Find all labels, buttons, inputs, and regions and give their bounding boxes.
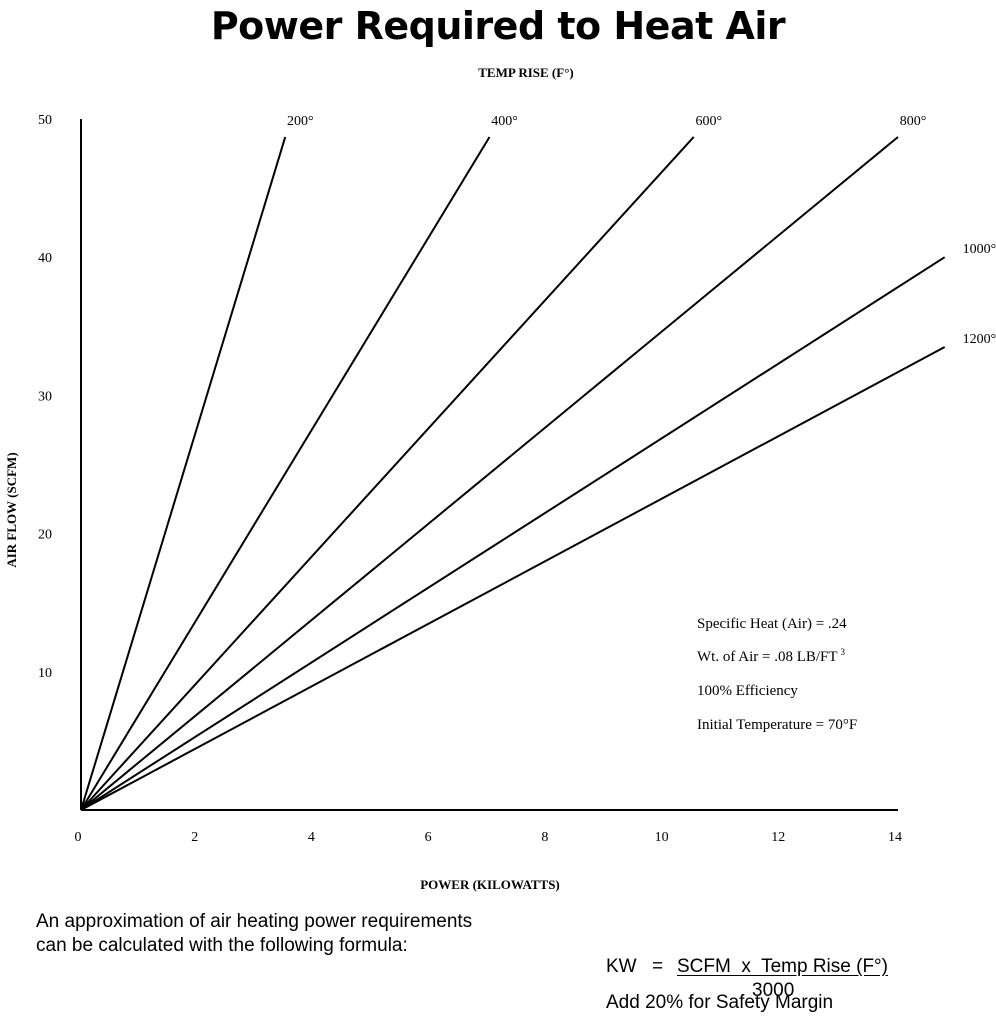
series-line xyxy=(80,256,946,811)
temp-rise-label: TEMP RISE (F°) xyxy=(478,65,573,80)
x-axis-title: POWER (KILOWATTS) xyxy=(420,877,560,892)
series-label: 800° xyxy=(900,114,927,129)
series-line xyxy=(80,136,491,811)
note-initial-temp: Initial Temperature = 70°F xyxy=(697,717,857,733)
series-label: 1000° xyxy=(963,242,996,257)
y-axis-title: AIR FLOW (SCFM) xyxy=(4,452,19,567)
formula-kw: KW xyxy=(606,956,637,977)
x-tick-labels: 0 2 4 6 8 10 12 14 xyxy=(75,830,903,845)
y-tick-label: 40 xyxy=(38,251,52,266)
chart-title: Power Required to Heat Air xyxy=(210,4,786,48)
y-tick-label: 10 xyxy=(38,666,52,681)
x-tick-label: 2 xyxy=(191,830,198,845)
y-tick-label: 20 xyxy=(38,528,52,543)
x-tick-label: 12 xyxy=(771,830,785,845)
series-labels: 200° 400° 600° 800° 1000° 1200° xyxy=(287,114,996,347)
series-line xyxy=(80,346,946,811)
note-weight-of-air: Wt. of Air = .08 LB/FT 3 xyxy=(697,647,846,665)
note-weight-superscript: 3 xyxy=(841,647,846,657)
x-tick-label: 6 xyxy=(425,830,432,845)
series-line xyxy=(80,136,899,811)
x-tick-label: 8 xyxy=(541,830,548,845)
formula-denominator: 3000 xyxy=(752,980,795,1001)
note-specific-heat: Specific Heat (Air) = .24 xyxy=(697,616,847,632)
x-tick-label: 4 xyxy=(308,830,315,845)
x-tick-label: 10 xyxy=(655,830,669,845)
safety-margin-note: Add 20% for Safety Margin xyxy=(606,992,834,1013)
y-tick-label: 50 xyxy=(38,113,52,128)
x-tick-label: 14 xyxy=(888,830,902,845)
formula-numerator: SCFM x Temp Rise (F°) xyxy=(677,956,888,977)
y-tick-label: 30 xyxy=(38,389,52,404)
series-label: 600° xyxy=(695,114,722,129)
description-line-2: can be calculated with the following for… xyxy=(36,935,408,956)
series-lines xyxy=(80,136,946,811)
series-label: 1200° xyxy=(963,332,996,347)
y-tick-labels: 10 20 30 40 50 xyxy=(38,113,52,681)
formula-description: An approximation of air heating power re… xyxy=(36,910,472,958)
series-line xyxy=(80,136,287,811)
note-weight-text: Wt. of Air = .08 LB/FT xyxy=(697,649,838,665)
series-label: 400° xyxy=(491,114,518,129)
series-line xyxy=(80,136,695,811)
x-tick-label: 0 xyxy=(75,830,82,845)
series-label: 200° xyxy=(287,114,314,129)
note-efficiency: 100% Efficiency xyxy=(697,683,798,699)
description-line-1: An approximation of air heating power re… xyxy=(36,911,473,932)
notes-box: Specific Heat (Air) = .24 Wt. of Air = .… xyxy=(697,616,857,733)
formula-equals: = xyxy=(652,956,664,977)
